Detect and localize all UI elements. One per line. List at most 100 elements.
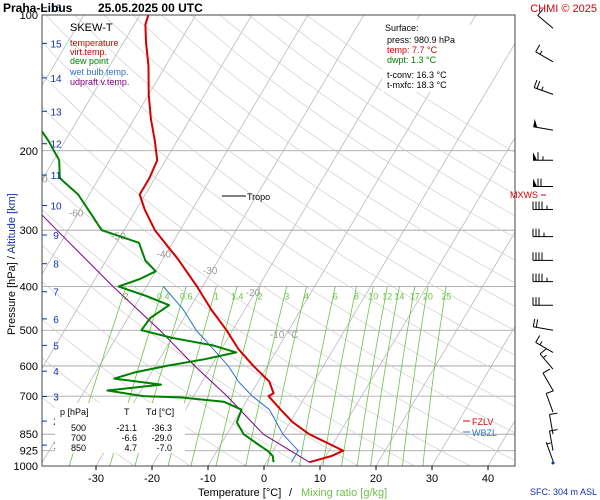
- mixing-ratio-line: [356, 286, 388, 466]
- wind-barb-feather: [546, 390, 554, 394]
- altitude-tick-label: 5: [53, 341, 59, 352]
- dry-adiabat-line: [42, 73, 515, 407]
- legend-dew-point: dew point: [70, 56, 109, 66]
- wind-barb: [545, 390, 554, 413]
- isotherm-line: [151, 15, 421, 466]
- mixing-ratio-line: [402, 286, 429, 466]
- station-title: Praha-Libus: [3, 1, 73, 15]
- altitude-tick-label: 3: [53, 393, 59, 404]
- wind-barb-stem: [533, 326, 554, 331]
- mixing-ratio-label: 1: [214, 292, 219, 302]
- y-axis-title-pressure: Pressure [hPa] / Altitude [km]: [6, 193, 18, 335]
- mixing-ratio-label: 6: [333, 292, 338, 302]
- isotherm-line: [42, 15, 253, 370]
- wind-barb: [532, 252, 553, 261]
- altitude-tick-label: 6: [53, 315, 59, 326]
- isotherm-label: -30: [203, 266, 218, 277]
- altitude-tick-label: 9: [53, 231, 59, 242]
- temperature-tick-label: -20: [144, 473, 160, 485]
- wind-barb-stem: [535, 341, 554, 353]
- isotherm-line: [263, 42, 515, 466]
- levels-table-box: [55, 403, 185, 453]
- x-axis-title-mixing: Mixing ratio [g/kg]: [301, 487, 387, 499]
- wind-barb: [533, 79, 554, 95]
- wind-barb-feather: [535, 319, 539, 328]
- mixing-ratio-label: 14: [394, 292, 404, 302]
- wind-barb-feather: [537, 8, 544, 16]
- x-axis-title-temp: Temperature [°C]: [198, 487, 281, 499]
- mixing-ratio-label: 1.4: [231, 292, 244, 302]
- x-axis-title-sep: /: [289, 487, 293, 499]
- wind-barb-half-feather: [539, 50, 543, 55]
- isotherm-label: -20: [246, 288, 261, 299]
- wind-barb-stem: [545, 393, 554, 413]
- isotherm-line: [42, 15, 197, 275]
- surface-press: press: 980.9 hPa: [387, 35, 455, 45]
- temperature-tick-label: 40: [482, 473, 494, 485]
- wind-barb-stem: [534, 87, 554, 95]
- altitude-tick-label: 8: [53, 260, 59, 271]
- wind-barb-feather: [542, 368, 551, 374]
- table-header-p: p [hPa]: [60, 407, 89, 417]
- wind-barb: [542, 368, 554, 391]
- wind-barb-half-feather: [541, 86, 544, 91]
- mixing-ratio-line: [299, 286, 336, 466]
- altitude-tick-label: 7: [53, 288, 59, 299]
- mixing-ratio-label: 3: [284, 292, 289, 302]
- pressure-tick-label: 700: [20, 391, 38, 403]
- isotherm-label: -50: [111, 232, 126, 243]
- mixing-ratio-label: 4: [304, 292, 309, 302]
- wind-barb-stem: [537, 15, 554, 29]
- datetime-title: 25.05.2025 00 UTC: [98, 1, 203, 15]
- mixing-ratio-line: [267, 286, 307, 466]
- wind-barb-feather: [535, 335, 541, 343]
- legend-wet-bulb: wet bulb temp.: [69, 67, 129, 77]
- temperature-tick-label: -30: [88, 473, 104, 485]
- isotherm-label: -40: [157, 250, 172, 261]
- mixing-ratio-label: 25: [441, 292, 451, 302]
- table-cell: 4.7: [124, 443, 137, 453]
- altitude-tick-label: 16: [50, 4, 62, 15]
- fzlv-label: FZLV: [472, 417, 493, 427]
- wind-barb: [533, 178, 553, 187]
- wind-barb-pennant: [533, 178, 537, 187]
- dry-adiabat-line: [45, 15, 515, 356]
- mixing-ratio-line: [215, 286, 261, 466]
- isotherm-line: [42, 15, 309, 464]
- dew-point-line: [42, 129, 275, 463]
- isotherm-label: -70: [33, 174, 48, 185]
- mixing-ratio-line: [245, 286, 288, 466]
- table-header-td: Td [°C]: [146, 407, 174, 417]
- wind-barb-stem: [542, 372, 554, 391]
- mixing-ratio-label: 2: [257, 292, 262, 302]
- surface-temp: temp: 7.7 °C: [387, 45, 438, 55]
- altitude-tick-label: 11: [51, 171, 62, 182]
- altitude-tick-label: 4: [53, 367, 59, 378]
- wind-barb-half-feather: [546, 442, 551, 445]
- table-cell: -7.0: [156, 443, 172, 453]
- dry-adiabat-line: [42, 281, 303, 466]
- surface-tconv: t-conv: 16.3 °C: [387, 70, 447, 80]
- altitude-tick-label: 13: [50, 107, 62, 118]
- legend-temperature: temperature: [70, 38, 119, 48]
- isotherm-line: [431, 325, 515, 466]
- y-axis-title-pressure-text: Pressure [hPa] /: [6, 254, 18, 335]
- mixing-ratio-line: [341, 286, 374, 466]
- isotherm-line: [319, 136, 515, 466]
- table-cell: -21.1: [116, 423, 137, 433]
- dry-adiabat-line: [161, 15, 515, 261]
- wind-barb: [532, 201, 553, 210]
- table-cell: -36.3: [151, 423, 172, 433]
- pressure-tick-label: 200: [20, 146, 38, 158]
- wind-barb-feather: [549, 412, 558, 415]
- pressure-tick-label: 400: [20, 282, 38, 294]
- tick-layer: 1002003004005006007008509251000123456789…: [14, 4, 495, 485]
- wind-barb: [537, 8, 554, 29]
- mixing-ratio-line: [422, 286, 447, 466]
- wind-barb-stem: [545, 442, 554, 462]
- legend-updraft: udpraft v.temp.: [70, 77, 129, 87]
- dry-adiabat-line: [42, 174, 471, 466]
- mixing-ratio-label: 20: [423, 292, 433, 302]
- temperature-tick-label: 10: [314, 473, 326, 485]
- wind-barb: [545, 442, 554, 462]
